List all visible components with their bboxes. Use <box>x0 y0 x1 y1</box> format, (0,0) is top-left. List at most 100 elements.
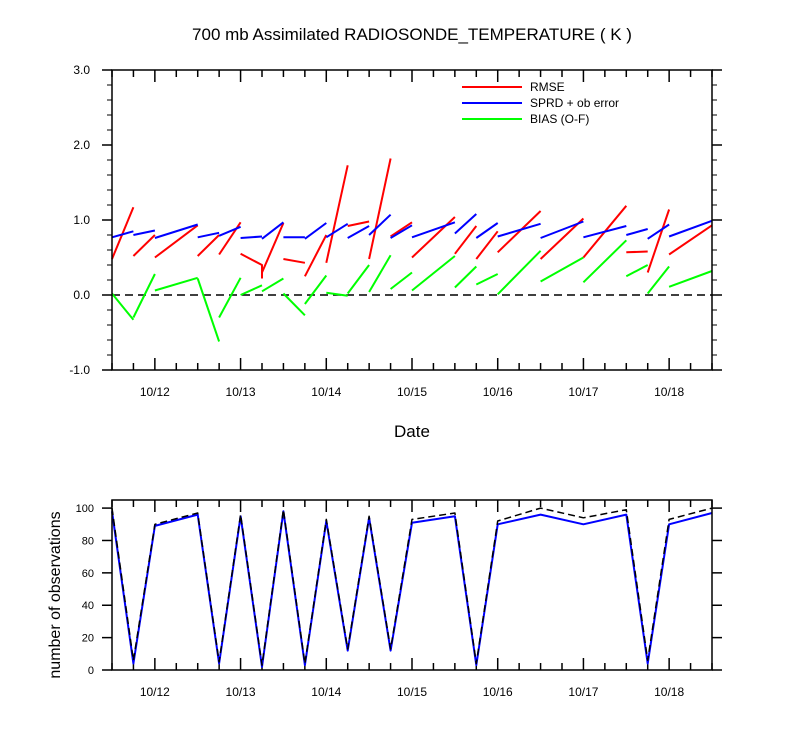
bias-o-f-segment-6 <box>261 277 284 293</box>
sprd-ob-error-segment-4 <box>218 225 241 237</box>
bias-o-f-segment-7 <box>282 292 306 317</box>
bottom-y-axis-label: number of observations <box>47 511 64 678</box>
bias-o-f-segment-11 <box>368 254 392 293</box>
x-tick-label: 10/18 <box>654 685 684 699</box>
top-plot-frame <box>111 69 713 371</box>
top-x-axis-label: Date <box>394 422 430 441</box>
x-tick-label: 10/13 <box>226 385 256 399</box>
bias-o-f-segment-14 <box>454 265 478 289</box>
x-tick-label: 10/17 <box>568 385 598 399</box>
rmse-segment-8 <box>304 234 328 277</box>
x-tick-label: 10/12 <box>140 685 170 699</box>
rmse-segment-6 <box>261 222 285 273</box>
y-tick-label: -1.0 <box>69 363 90 377</box>
rmse-segment-20 <box>646 209 671 273</box>
bias-o-f-segment-2 <box>154 276 198 292</box>
sprd-ob-error-segment-15 <box>475 222 499 239</box>
top-series <box>111 158 713 342</box>
top-x-tick-labels: 10/12 10/13 10/14 10/15 10/16 10/17 10/18 <box>140 385 685 399</box>
bias-o-f-segment-18 <box>582 239 627 284</box>
bias-o-f-segment-10 <box>346 264 370 295</box>
x-tick-label: 10/12 <box>140 385 170 399</box>
x-tick-label: 10/13 <box>226 685 256 699</box>
bias-o-f-segment-17 <box>540 256 584 283</box>
sprd-ob-error-segment-14 <box>454 213 477 235</box>
x-tick-label: 10/15 <box>397 685 427 699</box>
sprd-ob-error-segment-20 <box>647 223 670 240</box>
bias-o-f-segment-15 <box>475 273 499 286</box>
rmse-segment-21 <box>668 224 713 256</box>
x-tick-label: 10/14 <box>311 685 341 699</box>
sprd-ob-error-segment-9 <box>325 222 349 239</box>
legend: RMSE SPRD + ob error BIAS (O-F) <box>462 80 619 126</box>
y-tick-label: 20 <box>82 633 94 645</box>
bias-o-f-segment-12 <box>389 271 413 290</box>
bias-o-f-segment-16 <box>496 250 542 296</box>
bottom-series <box>111 507 713 668</box>
bias-o-f-segment-9 <box>326 291 348 297</box>
rmse-segment-9 <box>325 165 349 264</box>
sprd-ob-error-segment-21 <box>668 219 713 238</box>
bias-o-f-segment-3 <box>196 278 221 342</box>
y-tick-label: 0.0 <box>73 288 90 302</box>
bias-o-f-segment-1 <box>132 273 156 318</box>
sprd-ob-error-segment-11 <box>368 213 392 236</box>
bottom-plot-frame <box>111 499 713 671</box>
y-tick-label: 60 <box>82 568 94 580</box>
sprd-ob-error-segment-17 <box>540 220 584 239</box>
bias-o-f-segment-5 <box>240 284 263 296</box>
bottom-x-tick-labels: 10/12 10/13 10/14 10/15 10/16 10/17 10/18 <box>140 685 685 699</box>
x-tick-label: 10/18 <box>654 385 684 399</box>
rmse-segment-19 <box>626 250 648 254</box>
bottom-y-tick-labels: 0 20 40 60 80 100 <box>76 503 94 677</box>
observations-possible-line <box>111 507 713 666</box>
sprd-ob-error-segment-1 <box>133 229 156 236</box>
y-tick-label: 2.0 <box>73 138 90 152</box>
legend-label-bias-o-f: BIAS (O-F) <box>530 112 589 126</box>
rmse-segment-0 <box>111 206 135 260</box>
legend-label-rmse: RMSE <box>530 80 565 94</box>
sprd-ob-error-segment-3 <box>197 231 220 239</box>
y-tick-label: 80 <box>82 535 94 547</box>
sprd-ob-error-segment-10 <box>347 225 370 239</box>
legend-label-sprd-ob-error: SPRD + ob error <box>530 96 619 110</box>
x-tick-label: 10/16 <box>483 385 513 399</box>
bias-o-f-segment-8 <box>304 274 328 305</box>
y-tick-label: 100 <box>76 503 94 515</box>
x-tick-label: 10/16 <box>483 685 513 699</box>
rmse-segment-15 <box>475 230 499 260</box>
sprd-ob-error-segment-6 <box>261 221 285 240</box>
rmse-segment-1 <box>132 234 156 257</box>
sprd-ob-error-segment-2 <box>154 223 199 239</box>
sprd-ob-error-segment-16 <box>497 222 541 238</box>
bias-o-f-segment-0 <box>111 292 135 321</box>
sprd-ob-error-segment-18 <box>583 225 627 239</box>
y-tick-label: 0 <box>88 665 94 677</box>
x-tick-label: 10/17 <box>568 685 598 699</box>
sprd-ob-error-segment-19 <box>626 228 648 236</box>
sprd-ob-error-segment-13 <box>411 221 456 239</box>
y-tick-label: 1.0 <box>73 213 90 227</box>
x-tick-label: 10/14 <box>311 385 341 399</box>
sprd-ob-error-segment-12 <box>390 224 413 239</box>
sprd-ob-error-segment-0 <box>111 230 134 239</box>
bias-o-f-segment-20 <box>646 265 670 295</box>
x-tick-label: 10/15 <box>397 385 427 399</box>
sprd-ob-error-segment-8 <box>304 222 327 240</box>
top-ticks <box>102 69 722 371</box>
chart-title: 700 mb Assimilated RADIOSONDE_TEMPERATUR… <box>192 25 632 44</box>
rmse-segment-5 <box>240 252 263 279</box>
rmse-segment-13 <box>411 216 456 259</box>
rmse-segment-3 <box>196 234 220 257</box>
top-chart-panel: -1.00.01.02.03.0 10/12 10/13 10/14 10/15 10/… <box>69 63 722 441</box>
rmse-segment-10 <box>347 220 370 227</box>
rmse-segment-2 <box>154 224 199 259</box>
bias-o-f-segment-13 <box>411 255 456 292</box>
rmse-segment-14 <box>454 225 478 255</box>
y-tick-label: 3.0 <box>73 63 90 77</box>
rmse-segment-7 <box>283 258 306 264</box>
bias-o-f-segment-19 <box>625 264 649 278</box>
rmse-segment-12 <box>390 221 413 238</box>
